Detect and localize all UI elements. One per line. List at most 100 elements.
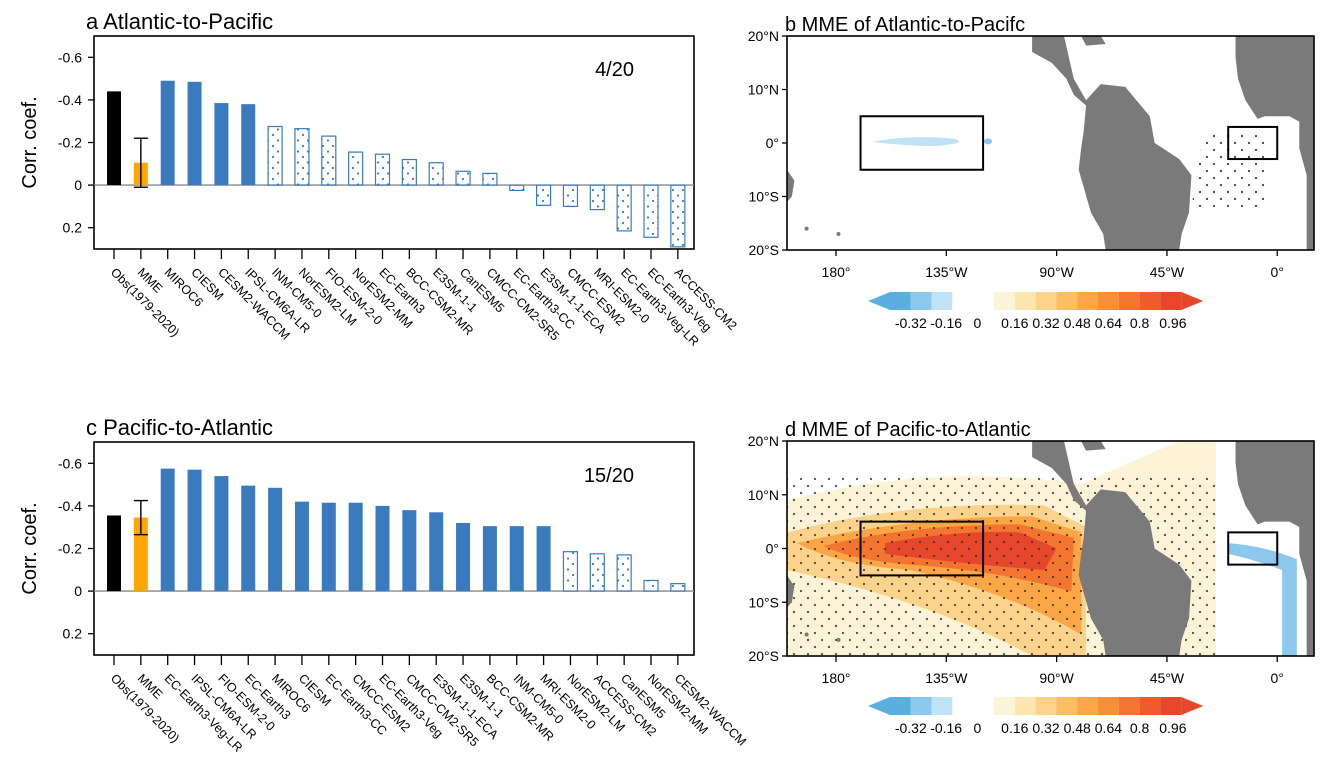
lon-label: 135°W [925, 264, 968, 280]
land-africa [1235, 441, 1314, 656]
lon-label: 90°W [1039, 264, 1074, 280]
colorbar-cell [1098, 697, 1119, 715]
colorbar-tick-label: 0.16 [1001, 720, 1028, 736]
colorbar-cell [1118, 697, 1140, 715]
panel-title: b MME of Atlantic-to-Pacifc [785, 14, 1025, 36]
colorbar-tick-label: 0 [973, 720, 981, 736]
lon-label: 135°W [925, 670, 968, 686]
bar-nonsignificant [616, 184, 632, 232]
colorbar-cell [1035, 697, 1057, 715]
bar-nonsignificant [509, 184, 525, 192]
colorbar-cell [1139, 292, 1161, 310]
y-tick-label: 0 [74, 177, 82, 193]
lon-label: 180° [822, 670, 851, 686]
colorbar-cell [952, 292, 994, 310]
y-tick-label: -0.6 [58, 49, 82, 65]
bar-nonsignificant [589, 553, 605, 592]
colorbar-tick-label: -0.32 [895, 720, 927, 736]
bar-significant [482, 526, 497, 592]
y-axis-label: Corr. coef. [19, 502, 41, 594]
shading-negative [983, 138, 992, 145]
panel-title: c Pacific-to-Atlantic [86, 415, 273, 440]
colorbar-cell [1014, 697, 1036, 715]
colorbar-bottom: -0.32 -0.16 0 0.16 0.32 0.48 0.64 0.8 0.96 [868, 697, 1204, 736]
colorbar-cell [994, 292, 1015, 310]
bar-nonsignificant [348, 151, 364, 186]
colorbar-cell [910, 292, 932, 310]
bar-mme [133, 517, 148, 592]
bar-significant [536, 526, 551, 592]
bar-nonsignificant [401, 158, 417, 186]
bar-significant [187, 469, 202, 592]
panel-a-bar-chart: a Atlantic-to-Pacific Corr. coef. -0.6 -0.4… [19, 9, 740, 349]
colorbar-tick-label: 0.8 [1130, 315, 1150, 331]
bar-nonsignificant [455, 170, 471, 186]
stipple-region [1191, 132, 1265, 208]
panel-title: a Atlantic-to-Pacific [86, 9, 273, 34]
panel-d-map: d MME of Pacific-to-Atlantic 20°N 10°N 0° 10… [748, 419, 1315, 686]
lat-label: 20°S [748, 242, 779, 258]
land-caribbean [1081, 36, 1106, 46]
land-africa [1235, 36, 1314, 250]
y-tick-label: 0 [74, 583, 82, 599]
colorbar-tick-label: 0.8 [1130, 720, 1150, 736]
bar-nonsignificant [294, 128, 310, 186]
bar-nonsignificant [616, 554, 632, 592]
colorbar-tick-label: 0.96 [1159, 315, 1186, 331]
colorbar-cell [890, 697, 911, 715]
lat-label: 10°N [748, 487, 779, 503]
colorbar-cell [910, 697, 932, 715]
colorbar-cell [1035, 292, 1057, 310]
colorbar-cell [952, 697, 994, 715]
lat-label: 10°S [748, 189, 779, 205]
land-islands [787, 575, 795, 608]
colorbar-cell [1056, 697, 1078, 715]
panel-title: d MME of Pacific-to-Atlantic [785, 419, 1031, 441]
colorbar-tick-label: 0.64 [1095, 720, 1122, 736]
colorbar-top: -0.32 -0.16 0 0.16 0.32 0.48 0.64 0.8 0.96 [868, 292, 1204, 331]
y-tick-label: -0.2 [58, 135, 82, 151]
bar-significant [268, 487, 283, 592]
region-box [1227, 531, 1279, 566]
colorbar-cell [1056, 292, 1078, 310]
bar-significant [402, 510, 417, 592]
bar-significant [160, 80, 175, 186]
bar-significant [348, 502, 363, 592]
map-contents [787, 36, 1314, 250]
bar-significant [294, 501, 309, 592]
land-islands [836, 231, 841, 236]
colorbar-arrow-left [868, 292, 890, 310]
bar-significant [160, 468, 175, 592]
bar-nonsignificant [267, 125, 283, 186]
bar-significant [456, 522, 471, 592]
colorbar-tick-label: 0.32 [1032, 720, 1059, 736]
panel-annotation: 4/20 [595, 59, 634, 81]
colorbar-tick-label: 0 [973, 315, 981, 331]
map-contents [787, 441, 1314, 656]
colorbar-cell [1160, 697, 1182, 715]
bar-significant [321, 502, 336, 592]
colorbar-cell [1077, 292, 1098, 310]
lat-label: 20°N [748, 28, 779, 44]
bar-significant [187, 81, 202, 186]
bar-nonsignificant [535, 184, 552, 206]
colorbar-tick-label: 0.48 [1064, 720, 1091, 736]
colorbar-tick-label: -0.16 [930, 720, 962, 736]
colorbar-cell [1118, 292, 1140, 310]
lat-label: 10°S [748, 594, 779, 610]
bar-nonsignificant [562, 551, 579, 592]
lat-label: 0° [766, 541, 779, 557]
colorbar-cell [890, 292, 911, 310]
region-box [859, 115, 985, 171]
colorbar-arrow-right [1181, 697, 1204, 715]
bar-significant [241, 485, 256, 592]
colorbar-cell [1014, 292, 1036, 310]
panel-b-map: b MME of Atlantic-to-Pacifc 20°N 10°N 0° 10°… [748, 14, 1315, 280]
colorbar-tick-label: 0.16 [1001, 315, 1028, 331]
colorbar-cell [994, 697, 1015, 715]
bar-significant [241, 104, 256, 186]
shading-negative [1228, 543, 1297, 656]
y-tick-label: 0.2 [63, 220, 83, 236]
colorbar-cell [1098, 292, 1119, 310]
